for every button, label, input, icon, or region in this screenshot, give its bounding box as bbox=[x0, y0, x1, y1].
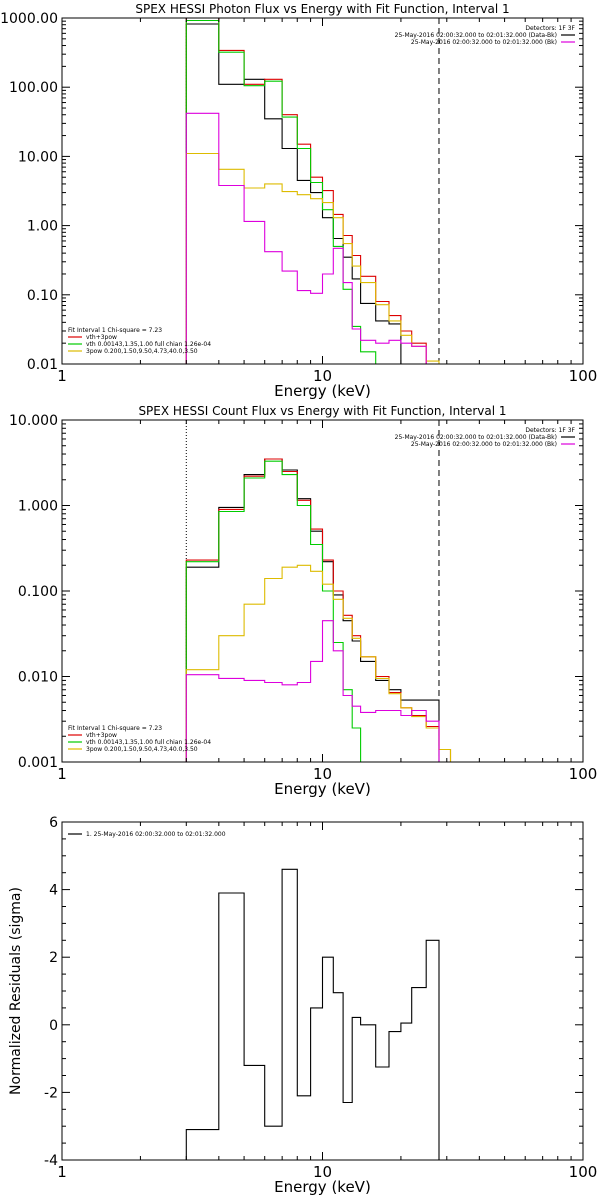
x-tick-label: 100 bbox=[569, 367, 598, 385]
y-tick-label: 100.00 bbox=[9, 80, 58, 96]
plot-area bbox=[185, 18, 440, 364]
series-line-0 bbox=[185, 868, 440, 1160]
y-tick-label: 0.010 bbox=[18, 670, 58, 686]
y-axis-label: Normalized Residuals (sigma) bbox=[8, 887, 24, 1095]
x-tick-label: 1 bbox=[57, 367, 67, 385]
y-tick-label: 1.000 bbox=[18, 499, 58, 515]
chart-panel-3: 1 10 100 6 4 2 0 -2 -4 Energy (keV) Normalized Res… bbox=[8, 815, 597, 1196]
y-tick-label: 0.100 bbox=[18, 584, 58, 600]
legend-heading: Detectors: 1F 3F bbox=[525, 25, 575, 32]
fit-legend-heading: Fit Interval 1 Chi-square = 7.23 bbox=[68, 327, 162, 334]
fit-legend-text: vth+3pow bbox=[86, 334, 117, 341]
residual-legend-text: 1. 25-May-2016 02:00:32.000 to 02:01:32.… bbox=[86, 831, 226, 838]
series-line-2 bbox=[185, 19, 377, 364]
x-tick-label: 10 bbox=[313, 367, 332, 385]
legend-entry-text: 25-May-2016 02:00:32.000 to 02:01:32.000… bbox=[411, 39, 557, 46]
legend-entry-text: 25-May-2016 02:00:32.000 to 02:01:32.000… bbox=[395, 32, 557, 39]
fit-legend-text: 3pow 0.200,1.50,9.50,4.73,40.0,3.50 bbox=[86, 348, 198, 355]
y-tick-label: 1000.00 bbox=[0, 11, 58, 27]
chart-title: SPEX HESSI Count Flux vs Energy with Fit… bbox=[138, 404, 506, 418]
legend-entry-text: 25-May-2016 02:00:32.000 to 02:01:32.000… bbox=[411, 441, 557, 448]
fit-legend-text: vth 0.00143,1.35,1.00 full chian 1.26e-0… bbox=[86, 341, 211, 348]
x-tick-label: 1 bbox=[57, 765, 67, 783]
fit-legend-text: vth 0.00143,1.35,1.00 full chian 1.26e-0… bbox=[86, 739, 211, 746]
y-tick-label: 0.01 bbox=[27, 357, 58, 373]
legend-entry-text: 25-May-2016 02:00:32.000 to 02:01:32.000… bbox=[395, 434, 557, 441]
chart-panel-2: 1 10 100 10.000 1.000 0.100 0.010 0.001 SPEX HES… bbox=[9, 404, 597, 798]
y-tick-label: 2 bbox=[49, 950, 58, 966]
series-line-2 bbox=[185, 460, 376, 762]
x-axis-label: Energy (keV) bbox=[274, 1178, 371, 1196]
y-tick-label: 10.00 bbox=[18, 149, 58, 165]
y-tick-label: -2 bbox=[44, 1085, 58, 1101]
fit-legend-text: vth+3pow bbox=[86, 732, 117, 739]
series-line-3 bbox=[185, 564, 461, 762]
chart-title: SPEX HESSI Photon Flux vs Energy with Fi… bbox=[135, 2, 509, 16]
series-line-0 bbox=[185, 23, 402, 364]
chart-panel-1: 1 10 100 1000.00 100.00 10.00 1.00 0.10 0.01 SPEX… bbox=[0, 2, 597, 400]
plot-area bbox=[185, 868, 440, 1160]
y-tick-label: 0.10 bbox=[27, 288, 58, 304]
plot-area bbox=[185, 420, 461, 762]
y-tick-label: 6 bbox=[49, 815, 58, 831]
x-tick-label: 10 bbox=[313, 765, 332, 783]
x-tick-label: 10 bbox=[313, 1163, 332, 1181]
series-line-3 bbox=[185, 152, 440, 364]
series-line-4 bbox=[185, 112, 427, 364]
y-tick-label: 0.001 bbox=[18, 755, 58, 771]
y-tick-label: 4 bbox=[49, 883, 58, 899]
fit-legend-text: 3pow 0.200,1.50,9.50,4.73,40.0,3.50 bbox=[86, 746, 198, 753]
x-tick-label: 100 bbox=[569, 765, 598, 783]
y-tick-label: 1.00 bbox=[27, 219, 58, 235]
x-axis-label: Energy (keV) bbox=[274, 780, 371, 798]
y-tick-label: 0 bbox=[49, 1018, 58, 1034]
series-line-1 bbox=[185, 18, 427, 364]
fit-legend-heading: Fit Interval 1 Chi-square = 7.23 bbox=[68, 725, 162, 732]
x-tick-label: 1 bbox=[57, 1163, 67, 1181]
y-tick-label: -4 bbox=[44, 1153, 58, 1169]
series-line-4 bbox=[185, 620, 440, 762]
x-axis-label: Energy (keV) bbox=[274, 382, 371, 400]
series-line-0 bbox=[185, 458, 440, 762]
legend-heading: Detectors: 1F 3F bbox=[525, 427, 575, 434]
x-tick-label: 100 bbox=[569, 1163, 598, 1181]
y-tick-label: 10.000 bbox=[9, 413, 58, 429]
